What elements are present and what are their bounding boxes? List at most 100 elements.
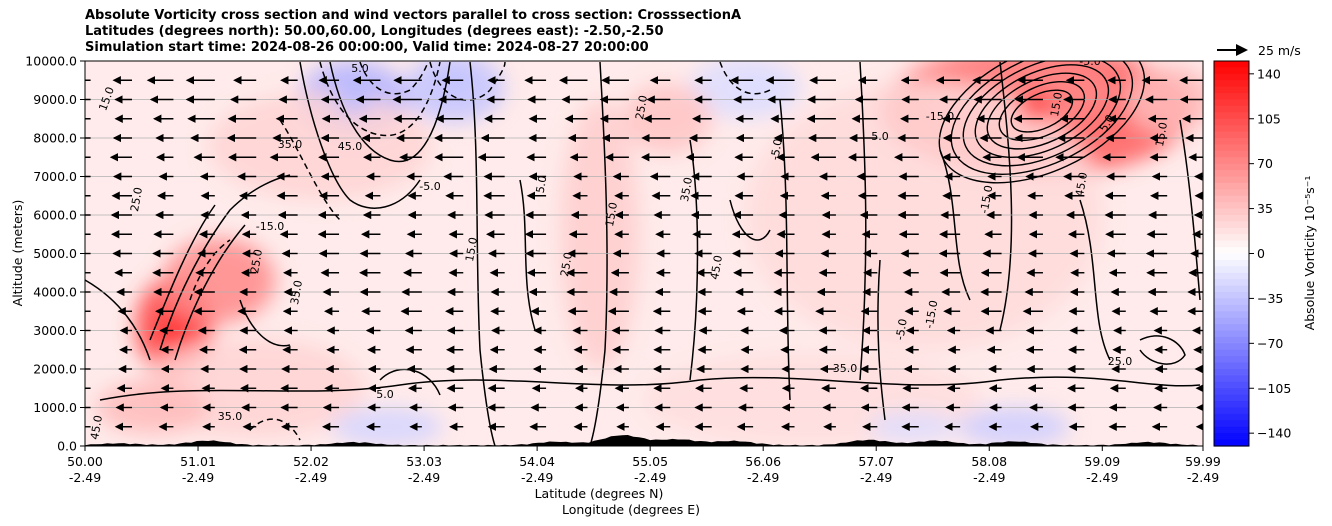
colorbar-segment <box>1214 202 1249 210</box>
colorbar-segment <box>1214 407 1249 415</box>
colorbar-segment <box>1214 215 1249 223</box>
x-axis-label-secondary: Longitude (degrees E) <box>562 502 700 517</box>
contour-label: 5.0 <box>871 130 889 143</box>
contour-label: 5.0 <box>534 175 550 194</box>
colorbar-segment <box>1214 349 1249 357</box>
colorbar-segment <box>1214 426 1249 434</box>
x-axis-label-primary: Latitude (degrees N) <box>535 486 664 501</box>
colorbar-segment <box>1214 259 1249 267</box>
y-tick-label: 6000.0 <box>33 208 77 223</box>
contour-ring <box>950 61 1134 175</box>
colorbar-segment <box>1214 138 1249 146</box>
contour-ring <box>986 72 1098 150</box>
contour-label: 35.0 <box>278 138 303 151</box>
y-tick-label: 1000.0 <box>33 400 77 415</box>
contour-label: 35.0 <box>678 176 695 202</box>
terrain-shape <box>85 435 1203 446</box>
colorbar-segment <box>1214 272 1249 280</box>
contour-line <box>779 99 791 401</box>
x-tick-label-lat: 56.06 <box>745 454 781 469</box>
wind-vectors <box>85 76 1203 431</box>
colorbar-segment <box>1214 324 1249 332</box>
contour-line <box>159 174 291 351</box>
colorbar-segment <box>1214 381 1249 389</box>
colorbar-tick-label: 140 <box>1257 66 1281 81</box>
x-tick-label-lon: -2.49 <box>182 470 214 485</box>
contour-line-negative <box>719 61 771 95</box>
contour-line <box>469 61 496 446</box>
colorbar-segment <box>1214 279 1249 287</box>
chart-title-line-1: Absolute Vorticity cross section and win… <box>85 8 742 23</box>
contour-label: -5.0 <box>1079 55 1100 68</box>
colorbar-segment <box>1214 317 1249 325</box>
colorbar-label: Absolue Vorticity 10⁻⁵s⁻¹ <box>1302 176 1317 331</box>
colorbar-tick-label: −140 <box>1257 426 1291 441</box>
y-axis: 0.0 1000.0 2000.0 3000.0 4000.0 5000.0 6000.0 7… <box>25 54 85 454</box>
contour-label: 5.0 <box>351 62 369 75</box>
vorticity-blob <box>957 407 1070 446</box>
colorbar-segment <box>1214 67 1249 75</box>
contour-line <box>1179 119 1201 301</box>
contour-label: -15.0 <box>926 110 954 123</box>
contour-ring <box>1010 89 1074 133</box>
colorbar-segment <box>1214 266 1249 274</box>
vorticity-feature-4 <box>738 73 775 102</box>
contour-label: 25.0 <box>558 251 575 277</box>
contour-label: 45.0 <box>708 254 725 280</box>
y-tick-label: 2000.0 <box>33 362 77 377</box>
y-axis-label: Altitude (meters) <box>10 200 25 307</box>
colorbar-segment <box>1214 118 1249 126</box>
colorbar-segment <box>1214 413 1249 421</box>
contour-line <box>877 259 886 421</box>
colorbar-segment <box>1214 247 1249 255</box>
x-tick-label-lon: -2.49 <box>747 470 779 485</box>
x-tick-label-lat: 50.00 <box>67 454 103 469</box>
colorbar-segment <box>1214 73 1249 81</box>
contour-line <box>174 224 246 361</box>
x-tick-label-lon: -2.49 <box>69 470 101 485</box>
contour-ring <box>974 64 1110 159</box>
contour-label: -5.0 <box>419 180 440 193</box>
colorbar-segment <box>1214 388 1249 396</box>
contour-label: 35.0 <box>833 362 858 375</box>
colorbar-segment <box>1214 99 1249 107</box>
x-tick-label-lat: 54.04 <box>519 454 555 469</box>
y-tick-label: 7000.0 <box>33 169 77 184</box>
colorbar-tick-label: 70 <box>1257 156 1273 171</box>
colorbar-segment <box>1214 80 1249 88</box>
y-tick-label: 9000.0 <box>33 92 77 107</box>
contour-labels: 5.0 15.0 25.0 35.0 45.0 -5.0 -15.0 5.0 15.0 25.0 3… <box>88 55 1170 441</box>
contour-line <box>299 61 421 209</box>
x-tick-label-lon: -2.49 <box>1086 470 1118 485</box>
contour-label: -5.0 <box>768 138 785 161</box>
colorbar-segment <box>1214 86 1249 94</box>
colorbar-segment <box>1214 240 1249 248</box>
colorbar-segment <box>1214 420 1249 428</box>
y-tick-label: 3000.0 <box>33 323 77 338</box>
colorbar-segment <box>1214 369 1249 377</box>
y-tick-label: 10000.0 <box>25 54 77 69</box>
x-tick-label-lon: -2.49 <box>860 470 892 485</box>
x-axis: 50.00-2.4951.01-2.4952.02-2.4953.03-2.49… <box>67 446 1221 485</box>
chart-title-line-3: Simulation start time: 2024-08-26 00:00:… <box>85 40 649 55</box>
colorbar-segment <box>1214 131 1249 139</box>
colorbar-segment <box>1214 227 1249 235</box>
colorbar-segment <box>1214 157 1249 165</box>
colorbar-segment <box>1214 221 1249 229</box>
colorbar-tick-label: 35 <box>1257 201 1273 216</box>
colorbar-segment <box>1214 170 1249 178</box>
colorbar-segment <box>1214 125 1249 133</box>
y-tick-label: 8000.0 <box>33 131 77 146</box>
contour-line <box>99 376 1201 401</box>
contour-line-negative <box>359 61 429 95</box>
x-tick-label-lon: -2.49 <box>521 470 553 485</box>
colorbar-segment <box>1214 189 1249 197</box>
contour-line <box>999 61 1013 331</box>
colorbar-segment <box>1214 93 1249 101</box>
contour-line-negative <box>249 418 301 441</box>
x-tick-label-lon: -2.49 <box>408 470 440 485</box>
contour-line <box>939 149 971 301</box>
contour-line <box>1139 335 1186 365</box>
contour-line <box>85 279 151 361</box>
